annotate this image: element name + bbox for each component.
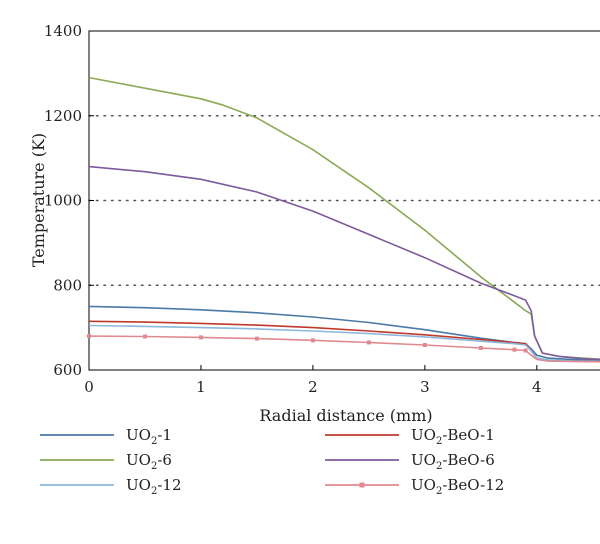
y-tick-label: 1000 xyxy=(44,192,82,210)
legend-label-5: UO2-BeO-12 xyxy=(411,476,504,497)
y-tick-label: 600 xyxy=(53,361,82,379)
series-marker xyxy=(87,334,91,339)
series-marker xyxy=(310,338,315,343)
legend-marker xyxy=(359,482,365,488)
series-line-5 xyxy=(88,335,600,363)
series-marker xyxy=(523,348,528,353)
x-tick-label: 0 xyxy=(84,378,94,396)
legend: UO2-1 UO2-BeO-1 UO2-6 UO2-BeO-6 UO2-12 UO2-Be… xyxy=(40,426,504,497)
series-line-4 xyxy=(88,324,600,363)
legend-label-4: UO2-12 xyxy=(126,476,181,497)
legend-label-3: UO2-BeO-6 xyxy=(411,451,495,472)
series-marker xyxy=(422,342,427,347)
legend-label-1: UO2-BeO-1 xyxy=(411,426,495,447)
series-line-0 xyxy=(88,305,600,362)
series-marker xyxy=(198,335,203,340)
x-tick-label: 1 xyxy=(196,378,206,396)
x-axis-title: Radial distance (mm) xyxy=(259,406,432,425)
series-marker xyxy=(254,336,259,341)
series-marker xyxy=(366,340,371,345)
series-marker xyxy=(142,334,147,339)
y-tick-label: 1200 xyxy=(44,107,82,125)
series-lines xyxy=(87,76,600,363)
legend-label-2: UO2-6 xyxy=(126,451,172,472)
legend-label-0: UO2-1 xyxy=(126,426,172,447)
x-tick-label: 3 xyxy=(420,378,430,396)
y-axis-title: Temperature (K) xyxy=(29,133,48,267)
y-tick-label: 1400 xyxy=(44,22,82,40)
series-line-2 xyxy=(88,76,600,360)
y-tick-label: 800 xyxy=(53,276,82,294)
series-line-3 xyxy=(88,165,600,361)
series-marker xyxy=(478,345,483,350)
series-marker xyxy=(512,347,517,352)
x-tick-label: 2 xyxy=(308,378,318,396)
x-tick-label: 4 xyxy=(532,378,542,396)
axis-ticks: 600 800 1000 1200 1400 0 1 2 3 4 xyxy=(44,22,542,396)
grid-lines xyxy=(88,114,600,287)
